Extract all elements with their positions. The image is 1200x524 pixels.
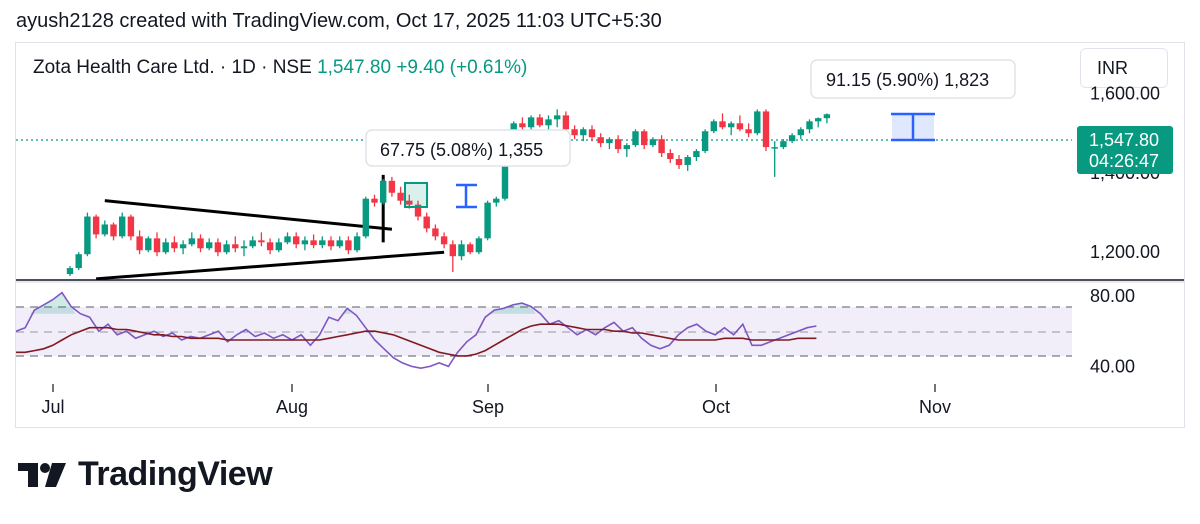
last-price: 1,547.80 xyxy=(317,57,392,78)
tradingview-logo-icon xyxy=(18,462,66,487)
currency-button[interactable]: INR xyxy=(1080,48,1168,88)
symbol-legend: Zota Health Care Ltd. · 1D · NSE 1,547.8… xyxy=(33,57,527,79)
created-by-header: ayush2128 created with TradingView.com, … xyxy=(16,10,662,32)
price-change: +9.40 (+0.61%) xyxy=(396,57,528,78)
chart-frame xyxy=(15,42,1185,428)
symbol-info: Zota Health Care Ltd. · 1D · NSE xyxy=(33,57,312,78)
brand-footer: TradingView xyxy=(18,455,273,494)
brand-name: TradingView xyxy=(78,455,273,493)
